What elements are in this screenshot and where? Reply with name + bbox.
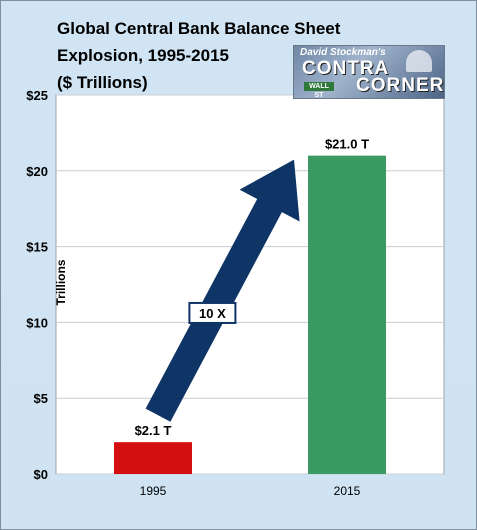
chart-title: Global Central Bank Balance Sheet Explos… [57, 15, 387, 96]
growth-arrow [145, 159, 300, 422]
x-tick-label: 2015 [334, 484, 361, 498]
data-label-2015: $21.0 T [325, 137, 369, 152]
y-tick-label: $0 [34, 467, 48, 482]
x-tick-label: 1995 [140, 484, 167, 498]
y-tick-label: $10 [26, 315, 48, 330]
capitol-dome-icon [406, 50, 432, 72]
contra-corner-logo: David Stockman's CONTRA WALL ST CORNER [293, 45, 445, 99]
logo-word-contra: CONTRA [302, 58, 390, 79]
annotation-label: 10 X [199, 306, 226, 321]
y-axis-ticks: $0 $5 $10 $15 $20 $25 [26, 88, 48, 482]
title-line-1: Global Central Bank Balance Sheet [57, 19, 341, 38]
y-tick-label: $15 [26, 240, 48, 255]
data-label-1995: $2.1 T [135, 423, 172, 438]
bars [114, 155, 386, 474]
title-line-3: ($ Trillions) [57, 73, 148, 92]
y-tick-label: $5 [34, 391, 48, 406]
x-axis-ticks: 1995 2015 [140, 484, 361, 498]
data-labels: $2.1 T $21.0 T [135, 137, 370, 439]
wall-street-sign-icon: WALL ST [304, 82, 334, 98]
title-line-2: Explosion, 1995-2015 [57, 46, 229, 65]
y-axis-label: Trillions [54, 259, 68, 305]
bar-1995 [114, 442, 192, 474]
y-tick-label: $20 [26, 164, 48, 179]
growth-annotation: 10 X [145, 159, 300, 422]
bar-2015 [308, 155, 386, 474]
y-tick-label: $25 [26, 88, 48, 103]
logo-byline: David Stockman's [300, 47, 386, 58]
logo-word-corner: CORNER [356, 75, 445, 96]
annotation-box [188, 301, 237, 324]
